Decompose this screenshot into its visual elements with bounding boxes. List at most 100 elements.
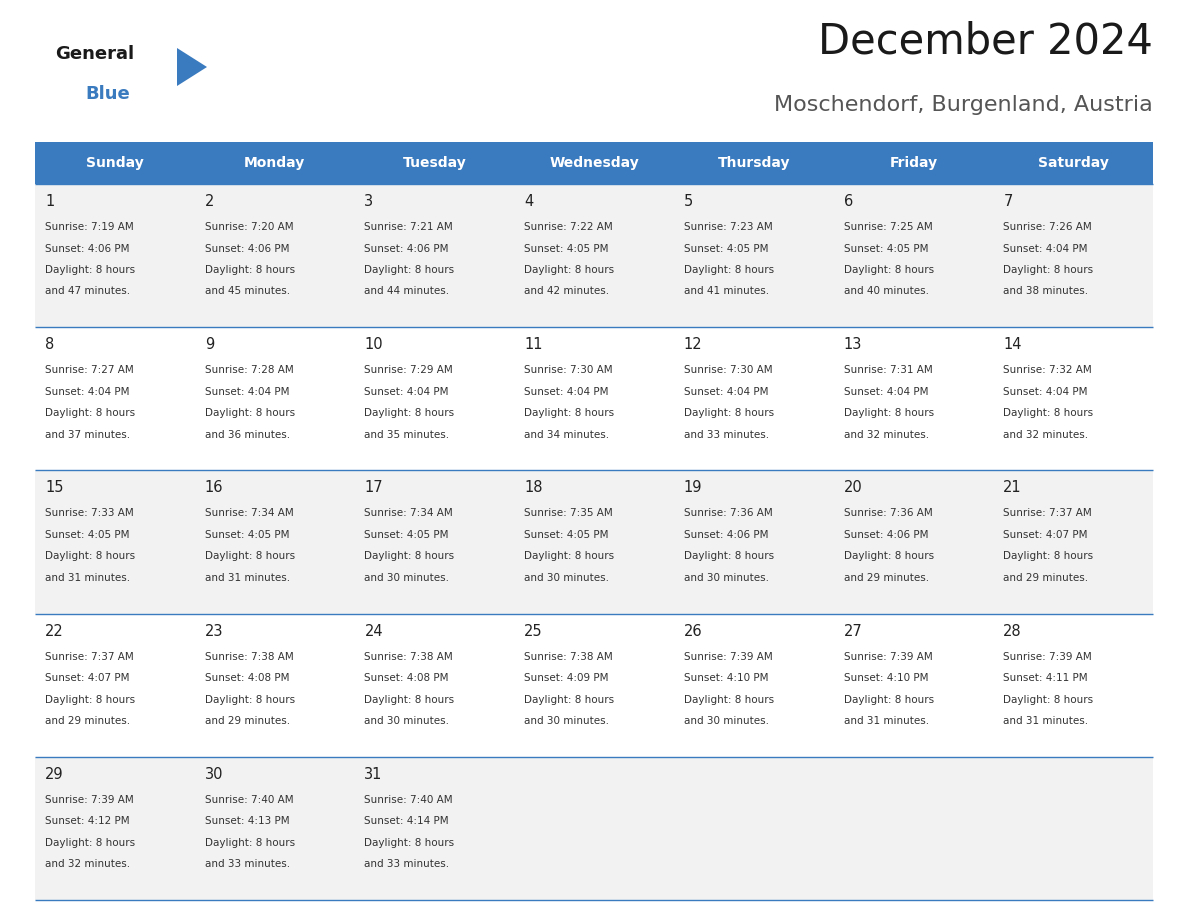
Text: Sunday: Sunday [86,156,144,170]
Text: Daylight: 8 hours: Daylight: 8 hours [365,409,455,419]
Text: and 29 minutes.: and 29 minutes. [204,716,290,726]
Text: Moschendorf, Burgenland, Austria: Moschendorf, Burgenland, Austria [775,95,1154,115]
Text: Daylight: 8 hours: Daylight: 8 hours [45,265,135,275]
Text: Sunrise: 7:22 AM: Sunrise: 7:22 AM [524,222,613,232]
Text: Sunrise: 7:30 AM: Sunrise: 7:30 AM [684,365,772,375]
Text: Sunset: 4:14 PM: Sunset: 4:14 PM [365,816,449,826]
Text: Daylight: 8 hours: Daylight: 8 hours [365,695,455,705]
Text: Daylight: 8 hours: Daylight: 8 hours [204,695,295,705]
Text: Sunset: 4:05 PM: Sunset: 4:05 PM [524,530,608,540]
Text: and 33 minutes.: and 33 minutes. [365,859,449,869]
Text: and 32 minutes.: and 32 minutes. [45,859,131,869]
Bar [993,470,1154,613]
Text: 8: 8 [45,337,55,353]
Bar [514,327,674,470]
Text: Daylight: 8 hours: Daylight: 8 hours [1004,265,1093,275]
Text: Sunset: 4:04 PM: Sunset: 4:04 PM [524,386,608,397]
Bar [674,756,834,900]
Text: Daylight: 8 hours: Daylight: 8 hours [365,265,455,275]
Text: and 29 minutes.: and 29 minutes. [843,573,929,583]
Text: December 2024: December 2024 [819,20,1154,62]
Bar [993,613,1154,756]
Bar [34,184,195,327]
Text: Sunrise: 7:37 AM: Sunrise: 7:37 AM [45,652,134,662]
Bar [195,470,354,613]
Text: 23: 23 [204,623,223,639]
Text: Sunrise: 7:21 AM: Sunrise: 7:21 AM [365,222,453,232]
Bar [514,184,674,327]
Text: Sunrise: 7:30 AM: Sunrise: 7:30 AM [524,365,613,375]
Text: 7: 7 [1004,194,1012,209]
Text: Daylight: 8 hours: Daylight: 8 hours [204,552,295,562]
Text: Sunset: 4:05 PM: Sunset: 4:05 PM [45,530,129,540]
Text: Sunrise: 7:39 AM: Sunrise: 7:39 AM [684,652,772,662]
Text: Daylight: 8 hours: Daylight: 8 hours [45,838,135,848]
Text: Sunrise: 7:23 AM: Sunrise: 7:23 AM [684,222,772,232]
Text: 19: 19 [684,480,702,496]
Bar [674,613,834,756]
Bar [354,470,514,613]
Text: and 30 minutes.: and 30 minutes. [524,716,609,726]
Text: Daylight: 8 hours: Daylight: 8 hours [524,695,614,705]
Text: Sunset: 4:06 PM: Sunset: 4:06 PM [45,243,129,253]
Text: and 31 minutes.: and 31 minutes. [843,716,929,726]
Text: Daylight: 8 hours: Daylight: 8 hours [45,695,135,705]
Text: and 30 minutes.: and 30 minutes. [524,573,609,583]
Text: 29: 29 [45,767,64,782]
Bar [195,327,354,470]
Text: 3: 3 [365,194,373,209]
Text: Sunrise: 7:37 AM: Sunrise: 7:37 AM [1004,509,1092,519]
Text: Sunrise: 7:39 AM: Sunrise: 7:39 AM [45,795,134,805]
Text: Blue: Blue [86,85,129,103]
Text: Sunset: 4:09 PM: Sunset: 4:09 PM [524,673,608,683]
Text: Sunrise: 7:39 AM: Sunrise: 7:39 AM [1004,652,1092,662]
Text: Sunset: 4:06 PM: Sunset: 4:06 PM [684,530,769,540]
Text: 13: 13 [843,337,862,353]
Text: Sunset: 4:08 PM: Sunset: 4:08 PM [204,673,289,683]
Text: and 32 minutes.: and 32 minutes. [843,430,929,440]
Text: Sunset: 4:04 PM: Sunset: 4:04 PM [843,386,928,397]
Text: Daylight: 8 hours: Daylight: 8 hours [204,838,295,848]
Text: 1: 1 [45,194,55,209]
Text: Sunset: 4:04 PM: Sunset: 4:04 PM [1004,386,1088,397]
Bar [834,142,993,184]
Text: Sunrise: 7:33 AM: Sunrise: 7:33 AM [45,509,134,519]
Text: Daylight: 8 hours: Daylight: 8 hours [45,409,135,419]
Bar [834,756,993,900]
Text: Sunset: 4:05 PM: Sunset: 4:05 PM [843,243,928,253]
Text: and 41 minutes.: and 41 minutes. [684,286,769,297]
Text: and 45 minutes.: and 45 minutes. [204,286,290,297]
Text: and 33 minutes.: and 33 minutes. [204,859,290,869]
Bar [993,142,1154,184]
Text: Sunset: 4:05 PM: Sunset: 4:05 PM [204,530,289,540]
Text: and 36 minutes.: and 36 minutes. [204,430,290,440]
Text: Sunrise: 7:36 AM: Sunrise: 7:36 AM [843,509,933,519]
Bar [674,142,834,184]
Text: Daylight: 8 hours: Daylight: 8 hours [684,265,775,275]
Bar [674,327,834,470]
Text: Sunset: 4:04 PM: Sunset: 4:04 PM [1004,243,1088,253]
Text: Daylight: 8 hours: Daylight: 8 hours [524,409,614,419]
Text: Sunrise: 7:31 AM: Sunrise: 7:31 AM [843,365,933,375]
Bar [674,184,834,327]
Text: Sunrise: 7:38 AM: Sunrise: 7:38 AM [365,652,453,662]
Text: and 44 minutes.: and 44 minutes. [365,286,449,297]
Text: Sunrise: 7:40 AM: Sunrise: 7:40 AM [365,795,453,805]
Text: Sunset: 4:06 PM: Sunset: 4:06 PM [204,243,289,253]
Bar [34,327,195,470]
Text: Sunrise: 7:27 AM: Sunrise: 7:27 AM [45,365,134,375]
Text: Sunrise: 7:26 AM: Sunrise: 7:26 AM [1004,222,1092,232]
Bar [354,184,514,327]
Text: and 31 minutes.: and 31 minutes. [204,573,290,583]
Text: 16: 16 [204,480,223,496]
Text: Daylight: 8 hours: Daylight: 8 hours [1004,695,1093,705]
Text: and 38 minutes.: and 38 minutes. [1004,286,1088,297]
Text: and 35 minutes.: and 35 minutes. [365,430,449,440]
Text: 26: 26 [684,623,702,639]
Text: and 30 minutes.: and 30 minutes. [365,716,449,726]
Bar [354,142,514,184]
Text: Wednesday: Wednesday [549,156,639,170]
Text: and 30 minutes.: and 30 minutes. [684,573,769,583]
Bar [993,184,1154,327]
Text: Daylight: 8 hours: Daylight: 8 hours [843,265,934,275]
